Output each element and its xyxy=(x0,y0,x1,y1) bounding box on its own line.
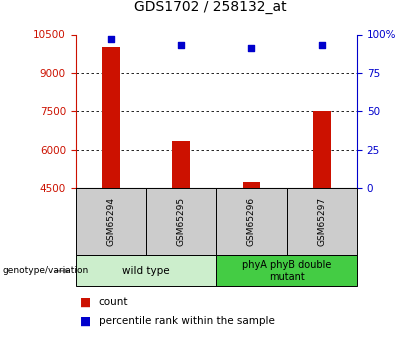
Point xyxy=(318,42,325,48)
Bar xyxy=(102,47,120,188)
Text: phyA phyB double
mutant: phyA phyB double mutant xyxy=(242,260,331,282)
Text: ■: ■ xyxy=(80,314,91,327)
Text: percentile rank within the sample: percentile rank within the sample xyxy=(99,316,275,326)
Text: genotype/variation: genotype/variation xyxy=(2,266,88,275)
Text: wild type: wild type xyxy=(122,266,170,276)
Text: GSM65296: GSM65296 xyxy=(247,197,256,246)
Bar xyxy=(243,181,260,188)
Bar xyxy=(313,111,331,188)
Point xyxy=(248,46,255,51)
Text: GDS1702 / 258132_at: GDS1702 / 258132_at xyxy=(134,0,286,14)
Text: GSM65295: GSM65295 xyxy=(177,197,186,246)
Bar xyxy=(172,141,190,188)
Text: GSM65294: GSM65294 xyxy=(106,197,115,246)
Text: ■: ■ xyxy=(80,295,91,308)
Text: GSM65297: GSM65297 xyxy=(318,197,326,246)
Text: count: count xyxy=(99,297,128,307)
Point xyxy=(178,42,184,48)
Point xyxy=(108,36,114,42)
